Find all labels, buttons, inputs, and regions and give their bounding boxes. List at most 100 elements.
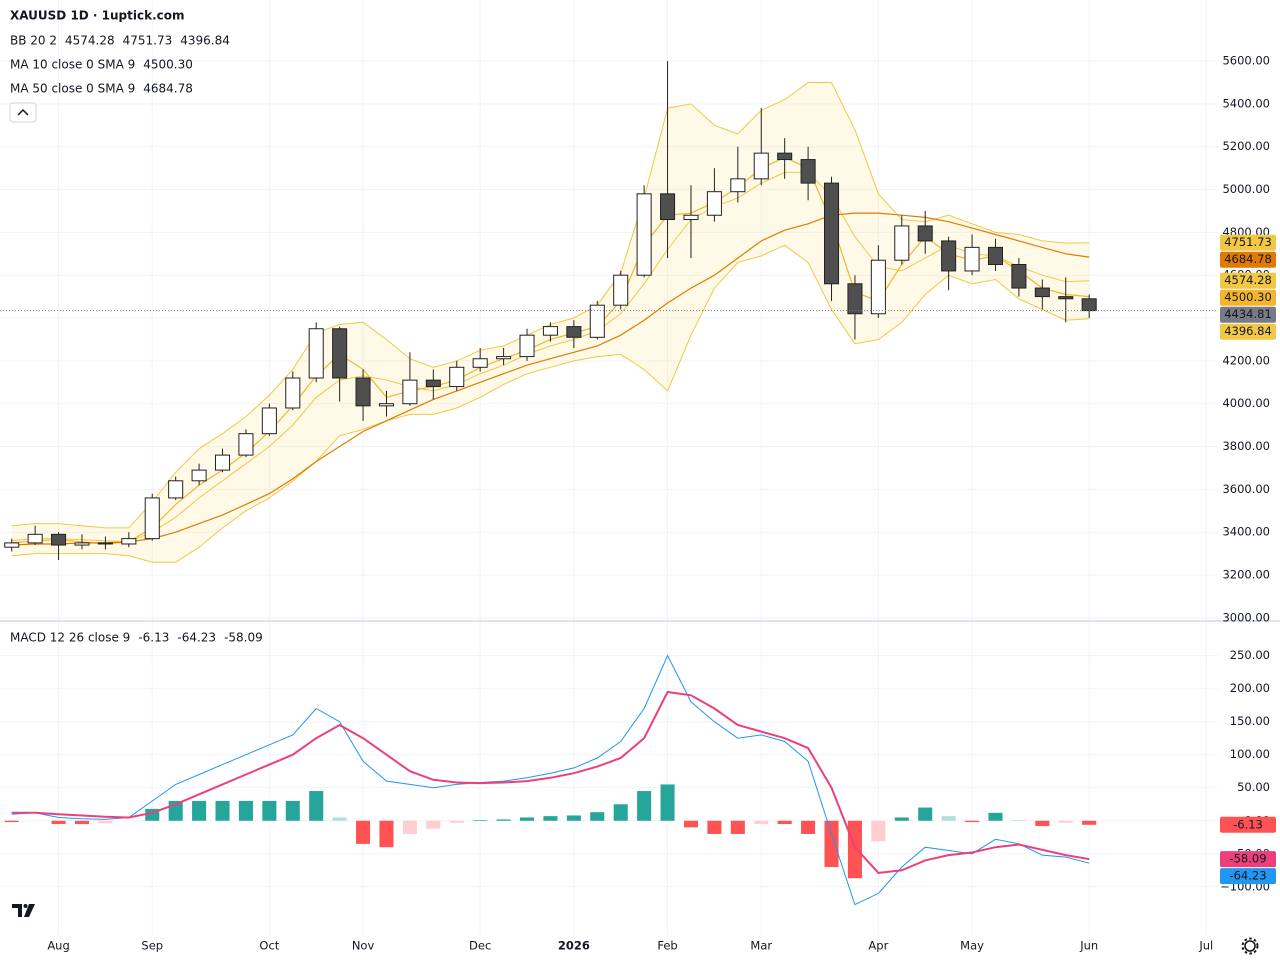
logo-part bbox=[12, 904, 22, 917]
candle-body bbox=[285, 377, 301, 409]
price-badge bbox=[1220, 868, 1276, 885]
histogram-bar bbox=[894, 817, 909, 821]
candle-body bbox=[4, 542, 20, 548]
histogram-bar bbox=[824, 820, 839, 867]
settings-gear[interactable] bbox=[1241, 937, 1259, 955]
histogram-bar bbox=[683, 820, 699, 828]
histogram-bar bbox=[285, 800, 300, 821]
legend-value: 4396.84 bbox=[180, 34, 230, 48]
histogram-bar bbox=[754, 820, 769, 825]
candle-body bbox=[261, 407, 277, 435]
price-badge-label: 4751.73 bbox=[1224, 235, 1272, 249]
candle-body bbox=[519, 334, 535, 358]
legend-name: MA 10 close 0 SMA 9 bbox=[10, 58, 135, 72]
candle-body bbox=[238, 433, 254, 456]
candle-body bbox=[1034, 287, 1050, 298]
y-tick-label: 3000.00 bbox=[1222, 610, 1270, 624]
candle-body bbox=[214, 454, 231, 471]
legend-value: 4574.28 bbox=[65, 34, 115, 48]
candle-body bbox=[847, 283, 863, 315]
histogram-bar bbox=[356, 820, 371, 844]
grid bbox=[0, 0, 1218, 935]
candle-body bbox=[355, 377, 371, 407]
histogram-bar bbox=[660, 784, 675, 821]
candle-body bbox=[964, 246, 980, 272]
candle-body bbox=[191, 469, 207, 482]
price-badge bbox=[1220, 306, 1276, 323]
histogram-bar bbox=[145, 808, 160, 821]
y-tick-label: 4000.00 bbox=[1222, 396, 1270, 410]
gear-ring bbox=[1244, 940, 1256, 952]
histogram-bar bbox=[918, 807, 933, 821]
price-badge bbox=[1220, 234, 1276, 251]
histogram-bar bbox=[777, 820, 792, 825]
y-tick-label: 3200.00 bbox=[1222, 568, 1270, 582]
legend-value: -64.23 bbox=[177, 631, 216, 645]
axes: Aug Sep Oct Nov Dec 2026 Feb Mar Apr May Jun Jul 300… bbox=[47, 54, 1276, 953]
logo-part bbox=[23, 904, 28, 908]
candle-body bbox=[660, 193, 676, 221]
x-tick-label: 2026 bbox=[558, 939, 590, 953]
plot bbox=[0, 61, 1218, 906]
y-tick-label: 5200.00 bbox=[1222, 139, 1270, 153]
candle-body bbox=[168, 480, 184, 499]
price-badge bbox=[1220, 289, 1276, 306]
candle-body bbox=[378, 403, 395, 407]
candle-body bbox=[472, 358, 488, 368]
bb-fill bbox=[11, 82, 1090, 563]
legend-name: BB 20 2 bbox=[10, 34, 57, 48]
histogram-bar bbox=[543, 816, 558, 821]
histogram-bar bbox=[965, 820, 980, 823]
candle-body bbox=[121, 538, 137, 545]
candle-body bbox=[589, 304, 605, 338]
price-badge-label: 4396.84 bbox=[1224, 324, 1272, 338]
price-badge-label: -6.13 bbox=[1233, 817, 1263, 831]
histogram-bar bbox=[238, 800, 253, 821]
x-tick-label: Apr bbox=[868, 939, 888, 953]
legend-value: 4500.30 bbox=[143, 58, 193, 72]
candle-body bbox=[683, 214, 699, 221]
legend-name: MA 50 close 0 SMA 9 bbox=[10, 82, 135, 96]
tradingview-logo[interactable] bbox=[12, 904, 35, 917]
histogram-bar bbox=[613, 804, 628, 821]
x-tick-label: Nov bbox=[352, 939, 375, 953]
y-tick-label: 5400.00 bbox=[1222, 96, 1270, 110]
price-badge bbox=[1220, 272, 1276, 289]
candle-body bbox=[542, 326, 558, 336]
logo-part bbox=[24, 904, 35, 917]
price-badge-label: 4434.81 bbox=[1224, 307, 1272, 321]
y-tick-label: 3600.00 bbox=[1222, 482, 1270, 496]
price-badge bbox=[1220, 851, 1276, 868]
histogram-bar bbox=[1035, 820, 1050, 827]
histogram-bar bbox=[496, 819, 511, 821]
histogram-bar bbox=[98, 820, 113, 824]
x-tick-label: Jul bbox=[1198, 939, 1213, 953]
legend-value: 4684.78 bbox=[143, 82, 193, 96]
candle-body bbox=[777, 152, 793, 161]
collapse-button[interactable] bbox=[9, 102, 37, 123]
candle-body bbox=[144, 497, 160, 540]
histogram-bar bbox=[1011, 820, 1026, 821]
candle-body bbox=[74, 542, 90, 546]
candle-body bbox=[941, 240, 957, 272]
x-tick-label: Oct bbox=[259, 939, 279, 953]
y-tick-label: 100.00 bbox=[1230, 747, 1270, 761]
candle-body bbox=[894, 225, 910, 261]
y-tick-label: 3400.00 bbox=[1222, 525, 1270, 539]
ma-line bbox=[11, 212, 1090, 546]
bb-line bbox=[11, 244, 1090, 563]
macd-line bbox=[11, 690, 1090, 874]
price-badge bbox=[1220, 816, 1276, 833]
y-tick-label: 50.00 bbox=[1237, 780, 1270, 794]
bb-line bbox=[11, 171, 1090, 543]
histogram-bar bbox=[215, 800, 230, 821]
candle-body bbox=[870, 259, 886, 315]
price-badge-label: 4684.78 bbox=[1224, 252, 1272, 266]
y-tick-label: 250.00 bbox=[1230, 648, 1270, 662]
chart-title: XAUUSD 1D · 1uptick.com bbox=[10, 9, 185, 23]
legend-value: -58.09 bbox=[224, 631, 263, 645]
histogram-bar bbox=[637, 791, 652, 821]
price-badge-label: -58.09 bbox=[1229, 852, 1266, 866]
histogram-bar bbox=[74, 820, 90, 825]
